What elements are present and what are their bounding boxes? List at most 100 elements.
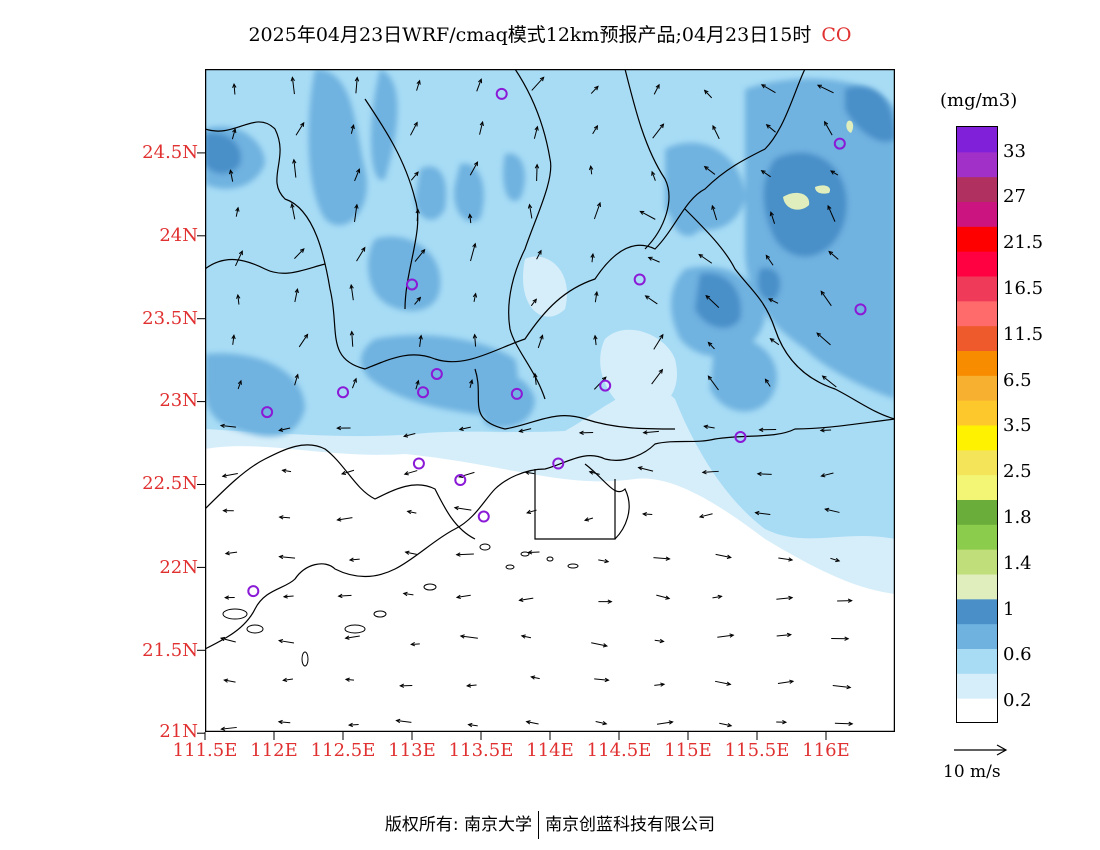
fill-level-1.4-b <box>815 185 831 194</box>
monitoring-stations <box>247 87 867 598</box>
wind-arrow <box>764 378 771 387</box>
wind-arrow <box>828 250 839 260</box>
colorbar-swatch <box>957 226 997 252</box>
y-label-21.5: 21.5N <box>142 640 198 661</box>
wind-arrow <box>765 254 774 266</box>
title-text: 2025年04月23日WRF/cmaq模式12km预报产品;04月23日15时 <box>248 24 812 46</box>
wind-arrow <box>520 634 532 639</box>
x-label-114: 114E <box>526 740 574 761</box>
cb-label-1: 1 <box>1003 599 1015 620</box>
wind-arrow <box>593 334 598 346</box>
wind-arrow <box>455 594 471 600</box>
wind-arrow <box>281 468 292 473</box>
wind-arrow <box>282 677 294 683</box>
wind-arrow <box>403 470 418 476</box>
wind-arrow <box>410 642 420 647</box>
wind-arrow <box>219 423 237 429</box>
wind-arrow <box>404 550 417 555</box>
colorbar-swatch <box>957 574 997 600</box>
wind-arrow <box>232 82 237 95</box>
wind-arrow <box>453 505 472 511</box>
wind-arrow <box>654 682 666 687</box>
x-label-114.5: 114.5E <box>586 740 652 761</box>
wind-arrow <box>347 722 359 728</box>
y-label-24.5: 24.5N <box>142 142 198 163</box>
wind-arrow <box>656 594 671 600</box>
wind-arrow <box>827 204 836 222</box>
wind-arrow <box>415 379 420 390</box>
cb-label-21.5: 21.5 <box>1003 232 1044 253</box>
colorbar-swatch <box>957 449 997 476</box>
colorbar-swatch <box>957 325 997 351</box>
wind-arrow <box>336 517 353 522</box>
wind-arrow <box>221 473 238 478</box>
wind-arrow <box>354 203 359 222</box>
colorbar-swatches <box>957 127 997 724</box>
wind-arrow <box>476 78 483 92</box>
wind-arrow <box>340 469 355 476</box>
colorbar-units: (mg/m3) <box>940 90 1018 111</box>
wind-arrow <box>524 470 535 475</box>
x-label-115.5: 115.5E <box>724 740 790 761</box>
wind-arrow <box>652 123 665 139</box>
wind-arrow <box>754 510 771 516</box>
station-marker <box>833 137 846 150</box>
wind-arrow <box>282 594 294 599</box>
y-label-24: 24N <box>159 225 198 246</box>
wind-arrow <box>588 165 594 175</box>
reference-vector-label: 10 m/s <box>943 762 1001 782</box>
wind-arrow <box>637 466 654 472</box>
wind-arrow <box>776 632 792 638</box>
wind-arrow <box>354 76 360 94</box>
wind-arrow <box>278 427 291 432</box>
wind-arrow <box>349 283 354 301</box>
station-marker <box>495 87 508 100</box>
wind-arrow <box>719 722 733 728</box>
wind-arrow <box>590 85 599 94</box>
station-marker <box>406 278 418 291</box>
wind-arrow <box>707 341 715 350</box>
wind-arrow <box>351 377 357 389</box>
x-label-115: 115E <box>664 740 712 761</box>
wind-arrow <box>469 379 474 389</box>
wind-arrow <box>518 428 532 433</box>
wind-arrow <box>237 379 242 390</box>
wind-arrow <box>824 120 833 136</box>
wind-arrow <box>414 248 426 262</box>
wind-arrow <box>578 430 594 435</box>
copyright-divider <box>538 811 540 839</box>
boundaries <box>205 69 895 650</box>
wind-arrow <box>231 334 236 345</box>
fill-level-1.4 <box>783 192 810 210</box>
wind-arrow <box>651 368 664 385</box>
wind-arrow <box>647 256 660 263</box>
wind-arrow <box>824 507 840 513</box>
wind-arrow <box>525 720 539 725</box>
wind-arrow <box>591 642 609 648</box>
wind-arrow <box>518 597 534 602</box>
wind-arrow <box>228 169 234 182</box>
colorbar <box>956 126 998 724</box>
wind-arrow <box>651 170 656 181</box>
wind-arrow <box>656 720 674 725</box>
wind-arrow <box>399 683 413 688</box>
wind-arrow <box>703 424 715 429</box>
wind-arrow <box>653 333 664 350</box>
wind-arrow <box>336 425 351 431</box>
wind-arrow <box>776 719 788 725</box>
wind-arrow <box>756 471 772 477</box>
wind-arrow <box>536 249 542 260</box>
wind-arrow <box>714 680 732 686</box>
cb-label-2.5: 2.5 <box>1003 461 1032 482</box>
colorbar-swatch <box>957 549 997 575</box>
wind-arrow <box>415 208 420 222</box>
wind-arrow <box>703 89 713 99</box>
wind-arrow <box>472 292 478 302</box>
islands <box>222 543 579 667</box>
wind-arrow <box>224 595 235 600</box>
colorbar-swatch <box>957 201 997 227</box>
wind-arrow <box>406 509 417 515</box>
wind-arrow <box>277 638 295 644</box>
wind-arrow <box>531 76 545 91</box>
colorbar-swatch <box>957 151 997 178</box>
